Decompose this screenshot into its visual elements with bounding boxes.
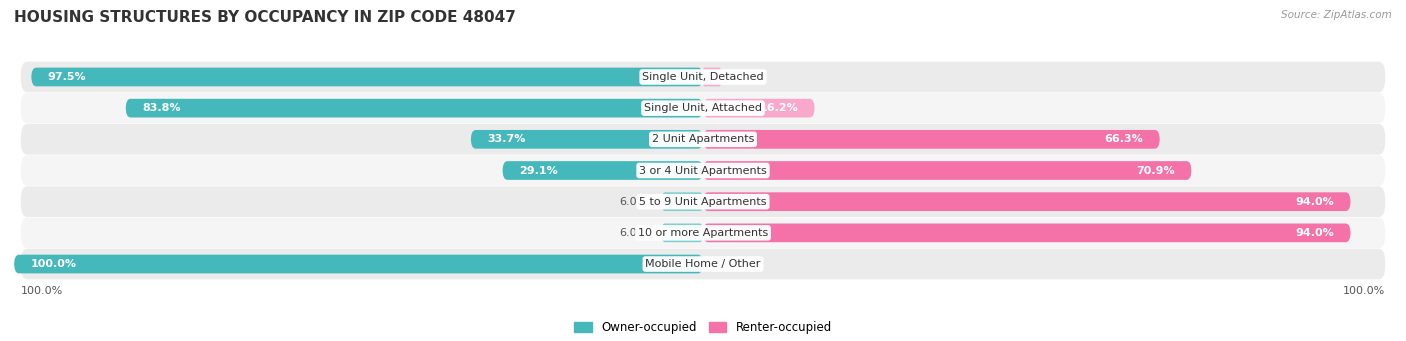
Text: 6.0%: 6.0%	[620, 197, 648, 207]
FancyBboxPatch shape	[21, 93, 1385, 123]
Text: 10 or more Apartments: 10 or more Apartments	[638, 228, 768, 238]
FancyBboxPatch shape	[703, 192, 1351, 211]
Text: 6.0%: 6.0%	[620, 228, 648, 238]
FancyBboxPatch shape	[703, 161, 1191, 180]
FancyBboxPatch shape	[31, 68, 703, 86]
Text: 16.2%: 16.2%	[759, 103, 799, 113]
Text: Source: ZipAtlas.com: Source: ZipAtlas.com	[1281, 10, 1392, 20]
Text: 100.0%: 100.0%	[1343, 286, 1385, 296]
FancyBboxPatch shape	[21, 62, 1385, 92]
FancyBboxPatch shape	[471, 130, 703, 149]
Text: 94.0%: 94.0%	[1295, 197, 1334, 207]
FancyBboxPatch shape	[125, 99, 703, 118]
FancyBboxPatch shape	[502, 161, 703, 180]
Text: 2.6%: 2.6%	[735, 72, 763, 82]
FancyBboxPatch shape	[703, 130, 1160, 149]
Text: 2 Unit Apartments: 2 Unit Apartments	[652, 134, 754, 144]
Text: 66.3%: 66.3%	[1105, 134, 1143, 144]
Text: Mobile Home / Other: Mobile Home / Other	[645, 259, 761, 269]
Text: 100.0%: 100.0%	[31, 259, 76, 269]
Text: 29.1%: 29.1%	[519, 165, 558, 176]
FancyBboxPatch shape	[703, 223, 1351, 242]
Text: 83.8%: 83.8%	[142, 103, 181, 113]
Text: 100.0%: 100.0%	[21, 286, 63, 296]
Text: Single Unit, Detached: Single Unit, Detached	[643, 72, 763, 82]
FancyBboxPatch shape	[14, 255, 703, 273]
Text: 94.0%: 94.0%	[1295, 228, 1334, 238]
FancyBboxPatch shape	[662, 192, 703, 211]
Text: Single Unit, Attached: Single Unit, Attached	[644, 103, 762, 113]
Text: 33.7%: 33.7%	[488, 134, 526, 144]
FancyBboxPatch shape	[662, 223, 703, 242]
FancyBboxPatch shape	[21, 249, 1385, 279]
Text: 3 or 4 Unit Apartments: 3 or 4 Unit Apartments	[640, 165, 766, 176]
FancyBboxPatch shape	[21, 187, 1385, 217]
Text: 5 to 9 Unit Apartments: 5 to 9 Unit Apartments	[640, 197, 766, 207]
FancyBboxPatch shape	[21, 155, 1385, 186]
Text: 0.0%: 0.0%	[717, 259, 745, 269]
FancyBboxPatch shape	[21, 124, 1385, 154]
FancyBboxPatch shape	[703, 68, 721, 86]
Text: 97.5%: 97.5%	[48, 72, 86, 82]
Text: 70.9%: 70.9%	[1136, 165, 1175, 176]
FancyBboxPatch shape	[703, 99, 814, 118]
FancyBboxPatch shape	[21, 218, 1385, 248]
Text: HOUSING STRUCTURES BY OCCUPANCY IN ZIP CODE 48047: HOUSING STRUCTURES BY OCCUPANCY IN ZIP C…	[14, 10, 516, 25]
Legend: Owner-occupied, Renter-occupied: Owner-occupied, Renter-occupied	[569, 317, 837, 339]
